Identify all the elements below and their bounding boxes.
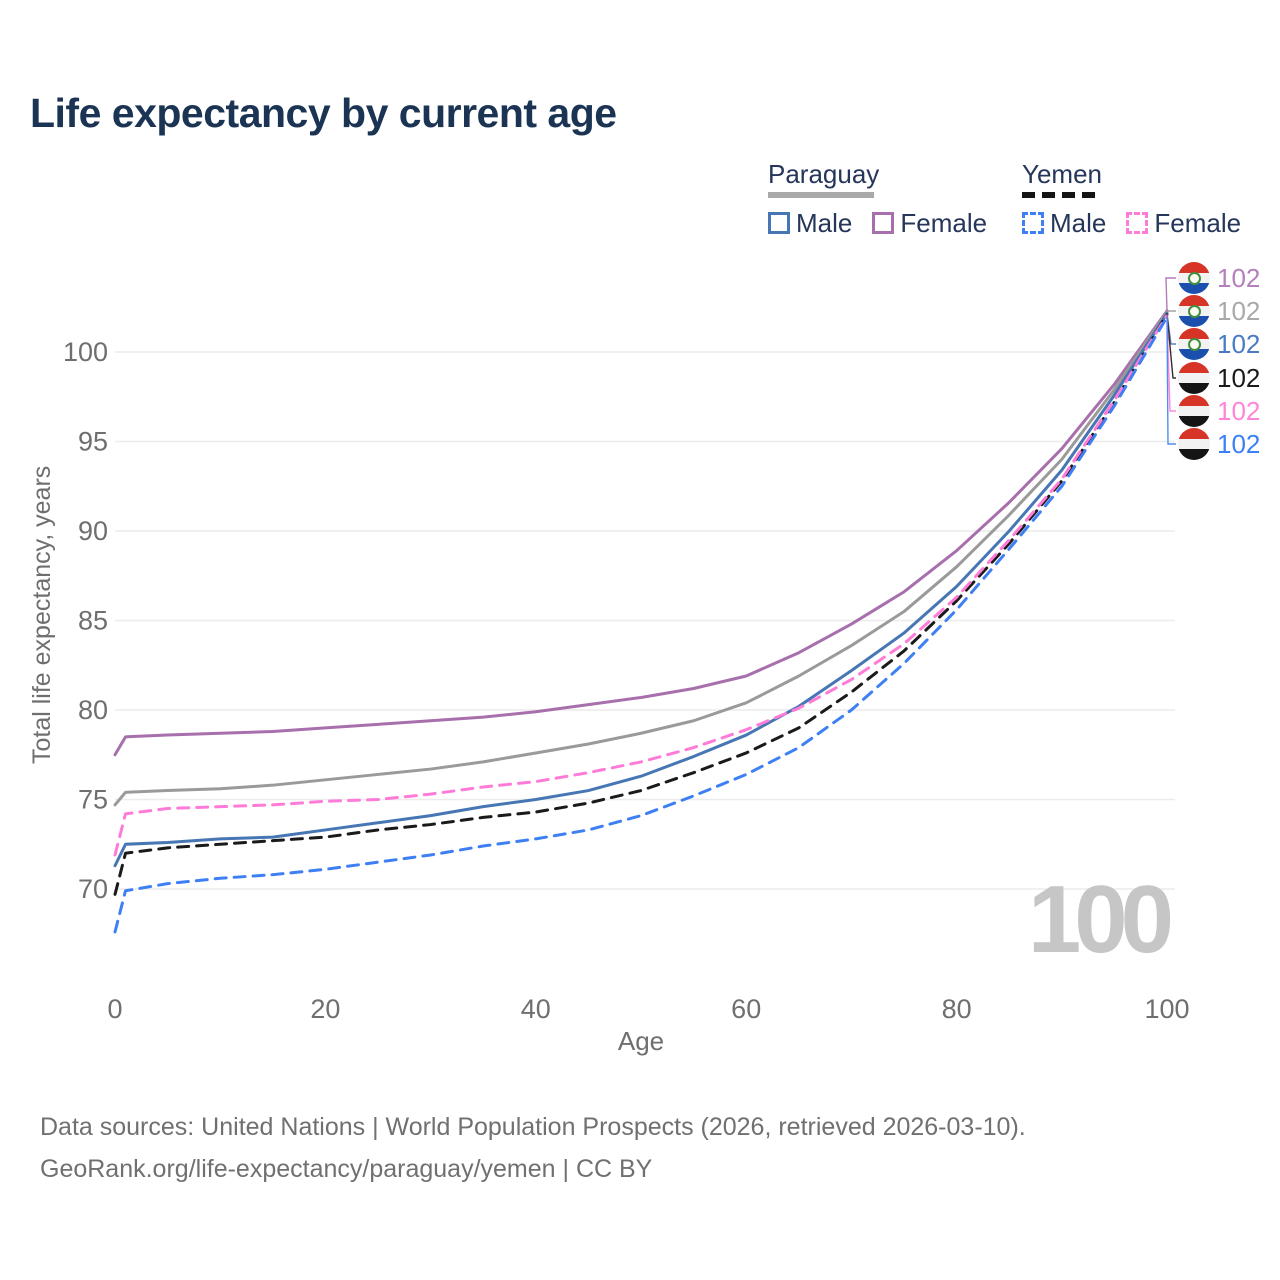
x-tick-80: 80: [942, 994, 972, 1024]
y-tick-70: 70: [78, 874, 108, 904]
page-title: Life expectancy by current age: [30, 90, 617, 136]
paraguay-flag-icon: [1178, 295, 1210, 327]
legend-paraguay-female-label: Female: [900, 207, 988, 238]
end-value: 102: [1217, 428, 1261, 459]
series-line-yemen-both-sexes[interactable]: [113, 312, 1169, 896]
series-line-yemen-male[interactable]: [113, 315, 1169, 934]
end-label-row-yemen-female: 102: [1178, 395, 1260, 427]
series-line-yemen-female[interactable]: [113, 313, 1169, 857]
end-label-row-paraguay-both-sexes: 102: [1178, 295, 1260, 327]
legend-item-paraguay-female[interactable]: Female: [872, 208, 987, 239]
y-tick-90: 90: [78, 516, 108, 546]
leader-line-yemen-both-sexes: [1166, 314, 1176, 379]
series-line-paraguay-both-sexes[interactable]: [113, 310, 1169, 807]
end-value: 102: [1217, 262, 1261, 293]
y-tick-85: 85: [78, 606, 108, 636]
legend-group-yemen: Yemen Male Female: [1022, 160, 1261, 239]
end-value: 102: [1217, 395, 1261, 426]
legend-item-yemen-female[interactable]: Female: [1126, 208, 1241, 239]
legend-group-paraguay: Paraguay Male Female: [768, 160, 1007, 239]
x-tick-60: 60: [731, 994, 761, 1024]
legend-yemen-male-label: Male: [1050, 207, 1107, 238]
x-axis-title: Age: [617, 1026, 665, 1056]
legend-yemen-label[interactable]: Yemen: [1022, 159, 1102, 189]
yemen-male-swatch-icon: [1022, 212, 1044, 235]
series-line-paraguay-male[interactable]: [113, 312, 1169, 868]
yemen-flag-icon: [1178, 395, 1210, 427]
leader-line-paraguay-female: [1165, 277, 1176, 311]
paraguay-male-swatch-icon: [768, 212, 790, 235]
leader-line-yemen-female: [1166, 315, 1176, 412]
end-value: 102: [1217, 362, 1261, 393]
legend-paraguay-male-label: Male: [796, 207, 853, 238]
legend-paraguay-line-sample: [768, 191, 874, 198]
paraguay-flag-icon: [1178, 328, 1210, 360]
footer: Data sources: United Nations | World Pop…: [40, 1106, 1026, 1190]
y-axis-title: Total life expectancy, years: [28, 465, 56, 765]
leader-line-yemen-male: [1166, 317, 1176, 445]
end-label-row-paraguay-male: 102: [1178, 328, 1260, 360]
y-tick-100: 100: [63, 337, 108, 367]
yemen-female-swatch-icon: [1126, 212, 1149, 235]
chart-svg: 70 75 80 85 90 95 100 0 20 40 60 80 100: [63, 277, 1190, 1024]
paraguay-flag-icon: [1178, 262, 1210, 294]
end-label-row-yemen-both-sexes: 102: [1178, 362, 1260, 394]
end-label-row-paraguay-female: 102: [1178, 262, 1260, 294]
y-tick-95: 95: [78, 427, 108, 457]
age-watermark: 100: [1027, 866, 1174, 973]
legend-paraguay-label[interactable]: Paraguay: [768, 159, 880, 189]
legend-yemen-female-label: Female: [1154, 207, 1242, 238]
y-tick-80: 80: [78, 695, 108, 725]
legend-yemen-line-sample: [1022, 191, 1102, 198]
end-label-row-yemen-male: 102: [1178, 428, 1260, 460]
leader-line-paraguay-both-sexes: [1166, 310, 1176, 313]
end-value: 102: [1217, 328, 1261, 359]
legend-item-paraguay-male[interactable]: Male: [768, 208, 852, 239]
y-tick-75: 75: [78, 785, 108, 815]
x-tick-40: 40: [521, 994, 551, 1024]
x-tick-0: 0: [107, 994, 122, 1024]
series-line-paraguay-female[interactable]: [113, 309, 1169, 757]
footer-data-sources: Data sources: United Nations | World Pop…: [40, 1113, 1026, 1141]
x-tick-100: 100: [1144, 994, 1189, 1024]
yemen-flag-icon: [1178, 428, 1210, 460]
yemen-flag-icon: [1178, 362, 1210, 394]
legend-item-yemen-male[interactable]: Male: [1022, 208, 1106, 239]
end-value: 102: [1217, 295, 1261, 326]
paraguay-female-swatch-icon: [872, 212, 895, 235]
footer-attribution: GeoRank.org/life-expectancy/paraguay/yem…: [40, 1155, 653, 1183]
x-tick-20: 20: [310, 994, 340, 1024]
